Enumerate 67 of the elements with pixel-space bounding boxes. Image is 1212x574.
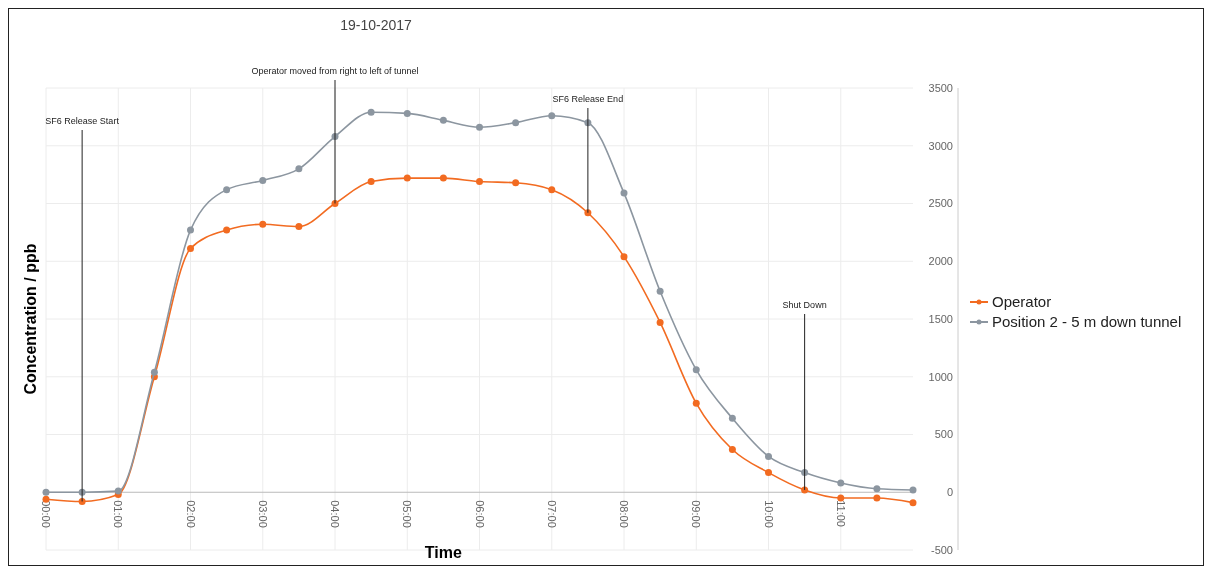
x-tick-label: 06:00	[473, 500, 486, 528]
point	[439, 116, 447, 124]
point	[259, 176, 267, 184]
y-tick-label: 500	[934, 428, 953, 441]
point	[403, 109, 411, 117]
annotation: Shut Down	[782, 300, 827, 310]
x-tick-label: 03:00	[256, 500, 269, 528]
point	[728, 446, 736, 454]
x-tick-label: 01:00	[112, 500, 125, 528]
y-tick-label: -500	[930, 543, 953, 556]
point	[42, 488, 50, 496]
point	[403, 174, 411, 182]
point	[837, 479, 845, 487]
point	[873, 485, 881, 493]
point	[656, 287, 664, 295]
point	[909, 499, 917, 507]
x-tick-label: 02:00	[184, 500, 197, 528]
point	[187, 245, 194, 253]
point	[259, 220, 267, 228]
point	[765, 452, 772, 460]
point	[728, 414, 736, 422]
annotation: SF6 Release Start	[45, 116, 120, 126]
point	[367, 108, 375, 116]
point	[692, 366, 700, 374]
point	[367, 178, 375, 186]
chart-title: 19-10-2017	[340, 17, 413, 33]
y-tick-label: 1000	[928, 370, 953, 383]
point	[223, 186, 231, 194]
point	[692, 399, 700, 407]
y-tick-label: 2000	[928, 255, 953, 268]
point	[150, 368, 158, 376]
point	[656, 318, 664, 326]
x-tick-label: 09:00	[690, 500, 703, 528]
point	[114, 487, 122, 495]
point	[512, 119, 520, 127]
point	[765, 469, 772, 477]
x-tick-label: 10:00	[762, 500, 775, 528]
y-tick-label: 0	[946, 486, 953, 499]
annotation: Operator moved from right to left of tunnel	[251, 66, 419, 76]
point	[439, 174, 447, 182]
annotation: SF6 Release End	[552, 94, 624, 104]
point	[548, 186, 556, 194]
y-axis-title: Concentration / ppb	[22, 243, 39, 395]
y-tick-label: 1500	[928, 312, 953, 325]
y-tick-label: 2500	[928, 197, 953, 210]
y-tick-label: 3000	[928, 139, 953, 152]
point	[476, 123, 483, 131]
point	[620, 189, 628, 197]
x-tick-label: 07:00	[545, 500, 558, 528]
legend-label: Position 2 - 5 m down tunnel	[992, 313, 1182, 331]
point	[512, 179, 520, 187]
y-tick-label: 3500	[928, 81, 953, 94]
point	[909, 486, 917, 494]
x-axis-title: Time	[424, 544, 462, 561]
point	[620, 253, 628, 261]
x-tick-label: 08:00	[618, 500, 631, 528]
x-tick-label: 04:00	[329, 500, 342, 528]
point	[548, 112, 556, 120]
point	[187, 226, 194, 234]
x-tick-label: 11:00	[834, 500, 847, 527]
point	[295, 223, 303, 231]
point	[873, 494, 881, 502]
point	[476, 178, 483, 186]
legend-label: Operator	[992, 293, 1052, 311]
point	[223, 226, 231, 234]
x-tick-label: 05:00	[401, 500, 414, 528]
point	[295, 165, 303, 173]
